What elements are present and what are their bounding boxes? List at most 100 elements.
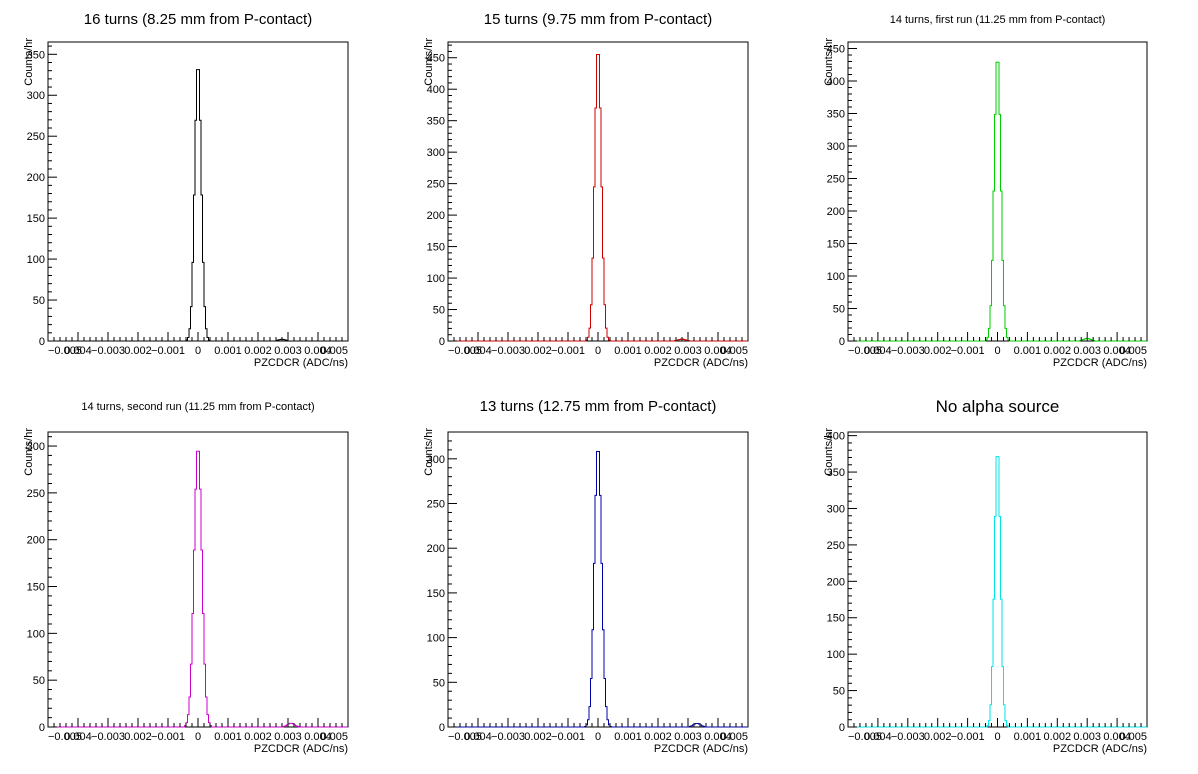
y-tick-label: 200 <box>827 576 845 588</box>
y-tick-label: 100 <box>27 628 45 640</box>
chart-title: 16 turns (8.25 mm from P-contact) <box>84 11 312 28</box>
x-tick-label: 0 <box>195 345 201 357</box>
x-tick-label: 0.003 <box>674 731 702 743</box>
x-tick-label: −0.003 <box>491 345 525 357</box>
x-tick-label: 0.001 <box>1014 345 1042 357</box>
x-tick-label: 0.004 <box>1103 731 1131 743</box>
histogram-panel-5: 13 turns (12.75 mm from P-contact) 0 50 100… <box>423 398 749 755</box>
x-tick-label: 0.004 <box>1103 345 1131 357</box>
y-tick-label: 250 <box>27 131 45 143</box>
x-tick-label: −0.003 <box>91 345 125 357</box>
x-tick-label: 0 <box>595 731 601 743</box>
y-tick-label: 150 <box>427 242 445 254</box>
y-tick-label: 50 <box>833 304 845 316</box>
x-axis-label: PZCDCR (ADC/ns) <box>1053 743 1147 755</box>
x-tick-label: −0.003 <box>891 731 925 743</box>
histogram-panel-6: No alpha source 0 50 100 150 200 250 300 350 400 −… <box>823 397 1148 755</box>
x-tick-label: 0.004 <box>864 345 892 357</box>
x-tick-label: 0.002 <box>924 731 952 743</box>
x-tick-label: 0.002 <box>244 731 272 743</box>
x-tick-label: 0.002 <box>244 345 272 357</box>
x-tick-label: 0.003 <box>1073 345 1101 357</box>
y-tick-label: 0 <box>39 336 45 348</box>
y-axis-label: Counts/hr <box>823 38 835 86</box>
y-tick-label: 50 <box>33 295 45 307</box>
x-tick-label: −0.005 <box>48 345 82 357</box>
x-tick-label: −0.003 <box>91 731 125 743</box>
plot-frame <box>847 41 1148 342</box>
y-tick-label: 200 <box>427 543 445 555</box>
y-tick-label: 450 <box>827 44 845 56</box>
x-tick-label: −0.001 <box>951 345 985 357</box>
y-tick-label: 100 <box>827 649 845 661</box>
y-axis-label: Counts/hr <box>423 38 435 86</box>
y-tick-label: 450 <box>427 53 445 65</box>
chart-title: 15 turns (9.75 mm from P-contact) <box>484 11 712 28</box>
y-tick-label: 200 <box>27 535 45 547</box>
x-axis-label: PZCDCR (ADC/ns) <box>654 743 748 755</box>
y-tick-label: 250 <box>27 488 45 500</box>
y-tick-label: 150 <box>827 613 845 625</box>
y-tick-label: 200 <box>427 210 445 222</box>
x-tick-label: 0.004 <box>64 345 92 357</box>
y-tick-label: 400 <box>827 76 845 88</box>
histogram-panel-1: 16 turns (8.25 mm from P-contact) 0 50 100 1… <box>23 11 349 369</box>
y-axis-label: Counts/hr <box>23 428 35 476</box>
y-tick-label: 300 <box>827 503 845 515</box>
y-tick-label: 150 <box>27 213 45 225</box>
y-tick-label: 250 <box>427 499 445 511</box>
y-tick-label: 300 <box>827 141 845 153</box>
x-tick-label: −0.005 <box>48 731 82 743</box>
x-tick-label: −0.005 <box>448 345 482 357</box>
x-tick-label: −0.001 <box>151 345 185 357</box>
x-tick-label: 0 <box>994 731 1000 743</box>
y-tick-label: 100 <box>427 633 445 645</box>
y-tick-label: 400 <box>827 431 845 443</box>
y-tick-label: 100 <box>27 254 45 266</box>
x-axis-label: PZCDCR (ADC/ns) <box>654 357 748 369</box>
y-tick-label: 150 <box>427 588 445 600</box>
x-tick-label: 0 <box>595 345 601 357</box>
plot-frame <box>47 41 349 342</box>
y-tick-label: 0 <box>839 336 845 348</box>
histogram-series <box>448 54 748 342</box>
x-tick-label: 0.004 <box>304 345 332 357</box>
y-tick-label: 0 <box>839 722 845 734</box>
x-tick-label: 0.001 <box>1014 731 1042 743</box>
histogram-series <box>848 61 1147 342</box>
x-tick-label: 0.005 <box>1119 731 1147 743</box>
x-tick-label: 0.001 <box>614 731 642 743</box>
y-tick-label: 250 <box>827 174 845 186</box>
y-tick-label: 50 <box>833 686 845 698</box>
histogram-series <box>48 450 348 728</box>
y-tick-label: 350 <box>27 49 45 61</box>
x-tick-label: 0.005 <box>720 345 748 357</box>
y-tick-label: 350 <box>827 467 845 479</box>
y-tick-label: 300 <box>427 454 445 466</box>
y-tick-label: 50 <box>33 675 45 687</box>
x-tick-label: 0.003 <box>1073 731 1101 743</box>
y-tick-label: 300 <box>27 441 45 453</box>
x-tick-label: 0.003 <box>274 731 302 743</box>
x-tick-label: 0.001 <box>214 731 242 743</box>
x-tick-label: 0.004 <box>864 731 892 743</box>
x-tick-label: 0 <box>195 731 201 743</box>
plot-frame <box>47 431 349 728</box>
y-tick-label: 50 <box>433 305 445 317</box>
x-tick-label: 0.005 <box>320 731 348 743</box>
chart-title: 13 turns (12.75 mm from P-contact) <box>480 398 717 415</box>
x-tick-label: −0.005 <box>448 731 482 743</box>
y-tick-label: 100 <box>427 273 445 285</box>
x-axis-label: PZCDCR (ADC/ns) <box>254 357 348 369</box>
y-tick-label: 300 <box>427 147 445 159</box>
x-tick-label: 0.003 <box>274 345 302 357</box>
y-tick-label: 150 <box>27 582 45 594</box>
plot-frame <box>847 431 1148 728</box>
histogram-panel-3: 14 turns, first run (11.25 mm from P-con… <box>823 14 1148 369</box>
y-tick-label: 0 <box>439 722 445 734</box>
x-tick-label: −0.005 <box>848 731 882 743</box>
x-tick-label: 0.004 <box>704 345 732 357</box>
x-tick-label: −0.001 <box>951 731 985 743</box>
x-tick-label: 0.004 <box>64 731 92 743</box>
